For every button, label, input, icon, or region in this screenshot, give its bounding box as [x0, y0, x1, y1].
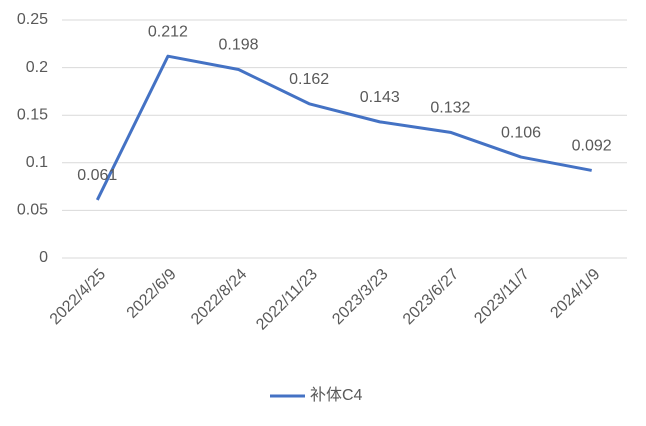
y-tick-label: 0.15	[17, 106, 48, 123]
data-label: 0.092	[572, 138, 612, 155]
data-label: 0.106	[501, 124, 541, 141]
data-line	[95, 54, 592, 201]
data-label: 0.132	[430, 100, 470, 117]
y-tick-label: 0	[39, 249, 48, 266]
x-tick-label: 2022/4/25	[47, 266, 109, 328]
x-tick-label: 2023/3/23	[329, 266, 391, 328]
y-tick-label: 0.2	[26, 59, 48, 76]
data-label: 0.198	[219, 37, 259, 54]
x-tick-label: 2022/8/24	[188, 266, 250, 328]
y-tick-label: 0.25	[17, 11, 48, 28]
x-tick-label: 2022/6/9	[124, 266, 180, 322]
data-label: 0.061	[77, 167, 117, 184]
y-tick-label: 0.1	[26, 154, 48, 171]
x-tick-label: 2024/1/9	[547, 266, 603, 322]
data-label: 0.143	[360, 89, 400, 106]
x-tick-label: 2023/11/7	[471, 266, 533, 328]
y-tick-label: 0.05	[17, 202, 48, 219]
data-label: 0.162	[289, 71, 329, 88]
x-tick-label: 2023/6/27	[400, 266, 462, 328]
legend-label: 补体C4	[310, 386, 363, 404]
data-label: 0.212	[148, 23, 188, 40]
x-tick-label: 2022/11/23	[253, 266, 321, 334]
